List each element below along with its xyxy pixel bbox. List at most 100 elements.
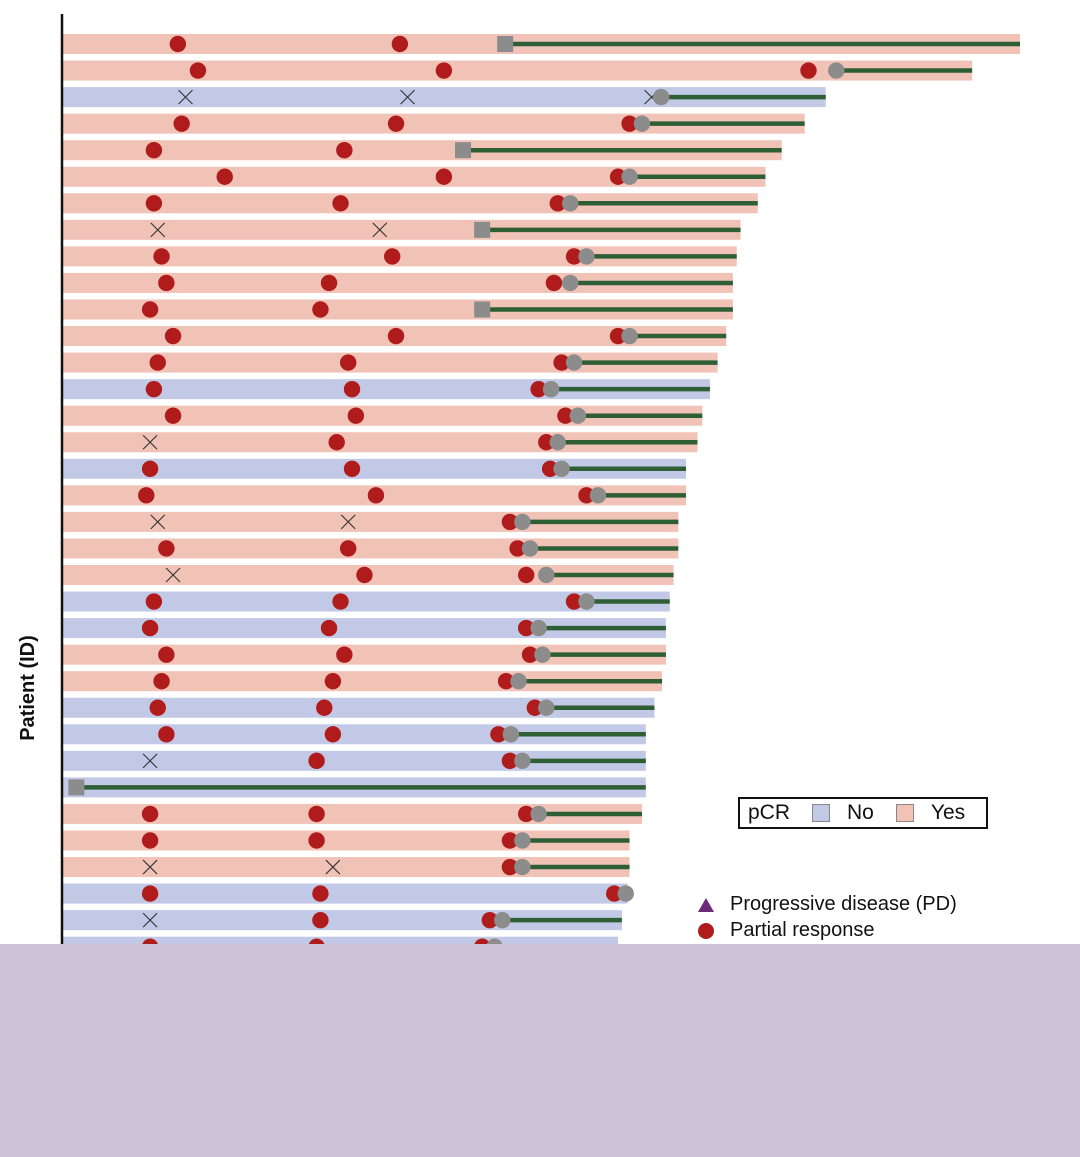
patient-bar: [63, 644, 666, 665]
partial-response-marker: [336, 142, 353, 159]
partial-response-marker: [138, 487, 155, 504]
pcr-no-swatch: [812, 804, 831, 822]
partial-response-marker: [324, 673, 342, 690]
partial-response-marker: [316, 699, 333, 716]
overlay-panel: [0, 944, 1080, 1157]
surgery-circle-marker: [589, 487, 607, 504]
surgery-circle-marker: [652, 88, 670, 106]
partial-response-marker: [320, 619, 338, 637]
partial-response-marker: [145, 195, 163, 212]
partial-response-marker: [343, 380, 361, 398]
partial-response-marker: [517, 805, 535, 823]
patient-bar: [63, 697, 655, 718]
partial-response-marker: [141, 885, 159, 902]
partial-response-marker: [606, 885, 623, 902]
partial-response-marker: [343, 460, 361, 477]
patient-bar: [63, 857, 630, 878]
partial-response-marker: [501, 513, 519, 531]
surgery-circle-marker: [578, 593, 595, 610]
no-assessment-x-mark: [142, 859, 158, 875]
partial-response-marker: [497, 673, 515, 690]
pcr-yes-label: Yes: [930, 801, 966, 824]
partial-response-marker: [565, 593, 583, 610]
partial-response-marker: [387, 115, 405, 132]
partial-response-marker: [565, 248, 583, 265]
partial-response-marker: [557, 407, 574, 424]
surgery-circle-marker: [578, 248, 595, 265]
partial-response-marker: [517, 619, 535, 637]
surgery-circle-marker: [828, 62, 845, 79]
y-axis-label: Patient (ID): [17, 635, 39, 741]
partial-response-marker: [553, 354, 570, 371]
partial-response-marker: [308, 832, 325, 849]
partial-response-marker: [169, 35, 187, 53]
patient-bar: [63, 219, 741, 240]
partial-response-marker: [541, 460, 559, 477]
partial-response-marker: [158, 646, 175, 663]
pcr-legend: pCR No Yes: [738, 797, 988, 829]
surgery-circle-marker: [502, 726, 520, 743]
partial-response-marker: [141, 301, 159, 318]
surgery-circle-marker: [617, 885, 634, 902]
partial-response-marker: [490, 726, 507, 743]
partial-response-marker: [328, 434, 345, 451]
partial-response-marker: [621, 115, 638, 132]
patient-bar: [63, 618, 666, 639]
partial-response-marker: [391, 35, 409, 53]
pcr-yes-swatch: [895, 804, 914, 822]
surgery-square-marker: [497, 36, 514, 52]
surgery-circle-marker: [562, 195, 579, 212]
surgery-square-marker: [68, 779, 85, 796]
patient-bar: [63, 60, 973, 81]
surgery-circle-marker: [621, 327, 638, 345]
partial-response-marker: [481, 911, 499, 929]
legend-label-pd: Progressive disease (PD): [730, 893, 957, 915]
partial-response-marker: [189, 62, 207, 79]
partial-response-marker: [153, 248, 170, 265]
partial-response-marker: [530, 380, 547, 398]
no-assessment-x-mark: [372, 222, 388, 238]
patient-bar: [63, 87, 826, 108]
partial-response-marker: [216, 168, 233, 185]
partial-response-marker: [339, 540, 357, 557]
partial-response-marker: [141, 805, 159, 823]
no-assessment-x-mark: [142, 434, 158, 450]
partial-response-marker: [387, 327, 405, 345]
circle-icon: [698, 922, 714, 939]
partial-response-marker: [347, 407, 365, 424]
partial-response-marker: [312, 911, 329, 929]
partial-response-marker: [339, 354, 357, 371]
partial-response-marker: [521, 646, 539, 663]
patient-bar: [63, 830, 630, 851]
no-assessment-x-mark: [400, 89, 415, 105]
patient-bar: [63, 458, 687, 479]
partial-response-marker: [173, 115, 190, 132]
surgery-circle-marker: [514, 832, 531, 849]
partial-response-marker: [800, 62, 817, 79]
patient-bar: [63, 803, 642, 824]
patient-bar: [63, 405, 703, 426]
legend-label-partial-response: Partial response: [730, 919, 875, 941]
no-assessment-x-mark: [325, 859, 341, 875]
surgery-square-marker: [474, 221, 491, 238]
surgery-circle-marker: [538, 699, 555, 716]
surgery-circle-marker: [538, 566, 555, 584]
surgery-circle-marker: [621, 168, 638, 185]
partial-response-marker: [324, 726, 342, 743]
pcr-legend-title: pCR: [748, 801, 791, 824]
partial-response-marker: [501, 752, 519, 770]
partial-response-marker: [153, 673, 170, 690]
partial-response-marker: [336, 646, 353, 663]
partial-response-marker: [312, 301, 329, 318]
partial-response-marker: [501, 832, 519, 849]
surgery-circle-marker: [530, 619, 547, 637]
partial-response-marker: [308, 805, 325, 823]
surgery-circle-marker: [542, 380, 560, 398]
no-assessment-x-mark: [150, 514, 166, 530]
partial-response-marker: [332, 195, 349, 212]
partial-response-marker: [158, 274, 175, 292]
surgery-circle-marker: [530, 805, 547, 823]
partial-response-marker: [435, 62, 453, 79]
partial-response-marker: [149, 354, 166, 371]
no-assessment-x-mark: [150, 222, 166, 238]
